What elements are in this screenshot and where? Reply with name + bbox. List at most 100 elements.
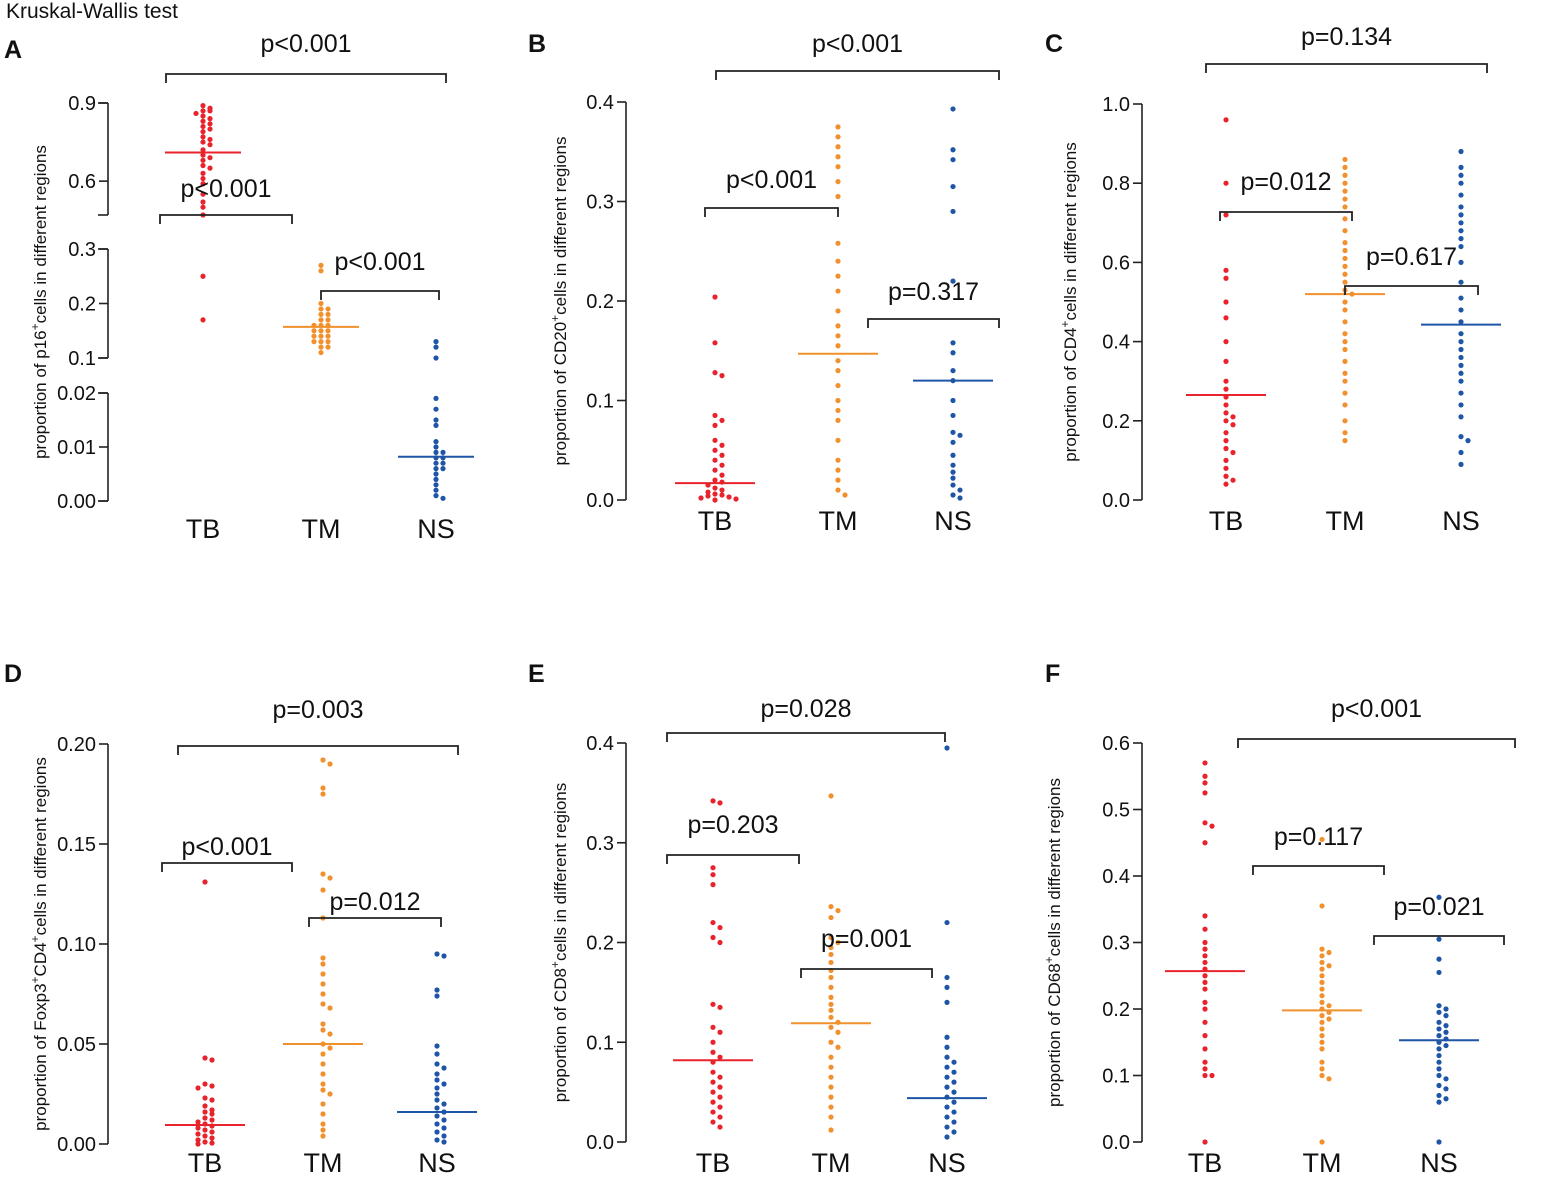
significance-bracket bbox=[800, 968, 933, 978]
data-point-TB bbox=[717, 1004, 723, 1010]
x-tick-label-NS: NS bbox=[418, 1148, 456, 1178]
data-point-TB bbox=[200, 204, 206, 210]
data-point-TM bbox=[828, 1064, 834, 1070]
data-point-TM bbox=[1342, 164, 1348, 170]
y-label-part: proportion of CD8 bbox=[551, 968, 570, 1102]
y-label-superscript: + bbox=[28, 323, 42, 330]
data-point-TB bbox=[193, 110, 199, 117]
data-point-TB bbox=[209, 1129, 215, 1135]
data-point-TB bbox=[712, 477, 718, 483]
data-point-TM bbox=[1342, 172, 1348, 178]
data-point-TB bbox=[207, 126, 213, 132]
data-point-TM bbox=[835, 407, 841, 414]
data-point-TB bbox=[195, 1125, 201, 1131]
data-point-NS bbox=[433, 417, 439, 423]
data-point-NS bbox=[1458, 212, 1464, 218]
panel-A: A 0.00 0.01 0.02 0.1 0.2 0.3 0.6 0.9 proportion o… bbox=[4, 30, 474, 544]
data-point-TB bbox=[710, 1109, 716, 1115]
data-point-TB bbox=[717, 1104, 723, 1110]
data-point-TB bbox=[1223, 212, 1229, 218]
data-point-TM bbox=[828, 903, 834, 910]
data-point-TM bbox=[835, 457, 841, 463]
y-tick-label: 0.10 bbox=[57, 934, 96, 956]
data-point-TM bbox=[1342, 216, 1348, 222]
data-point-TB bbox=[1202, 953, 1208, 959]
data-point-NS bbox=[433, 422, 439, 428]
y-axis-label: proportion of CD8+cells in different reg… bbox=[548, 783, 570, 1103]
data-point-TB bbox=[200, 103, 206, 109]
data-point-TB bbox=[719, 373, 725, 379]
data-point-NS bbox=[951, 1069, 957, 1075]
data-point-TB bbox=[195, 1137, 201, 1143]
y-tick-label: 0.8 bbox=[1102, 173, 1130, 195]
panel-D: D 0.00 0.05 0.10 0.15 0.20 proportion of Foxp3… bbox=[4, 660, 477, 1178]
x-tick-label-NS: NS bbox=[934, 506, 972, 536]
data-point-TM bbox=[828, 1127, 834, 1133]
data-point-TM bbox=[1319, 1033, 1325, 1039]
data-point-TB bbox=[195, 1119, 201, 1125]
y-label-part: cells in different regions bbox=[551, 783, 570, 961]
data-point-NS bbox=[950, 462, 956, 468]
data-point-NS bbox=[1465, 438, 1471, 444]
data-point-TM bbox=[318, 317, 324, 323]
p-value-label: p=0.117 bbox=[1274, 823, 1363, 851]
data-point-TB bbox=[209, 1107, 215, 1113]
data-point-NS bbox=[1458, 331, 1464, 337]
data-point-TM bbox=[320, 971, 326, 977]
data-point-NS bbox=[950, 106, 956, 112]
data-point-TB bbox=[1223, 465, 1229, 471]
data-point-TM bbox=[842, 492, 848, 498]
data-point-TM bbox=[320, 955, 326, 961]
data-point-TM bbox=[828, 974, 834, 981]
data-point-NS bbox=[1436, 1026, 1442, 1032]
data-point-NS bbox=[1458, 259, 1464, 265]
data-point-TM bbox=[1342, 279, 1348, 285]
data-point-NS bbox=[1436, 1009, 1442, 1015]
data-point-NS bbox=[440, 460, 446, 466]
p-value-label: p=0.617 bbox=[1366, 243, 1457, 271]
data-point-TB bbox=[1223, 481, 1229, 487]
panel-letter: F bbox=[1045, 660, 1060, 688]
data-point-TB bbox=[1202, 979, 1208, 986]
significance-bracket bbox=[1237, 738, 1516, 748]
data-point-TM bbox=[1319, 1072, 1325, 1079]
data-point-TB bbox=[712, 467, 718, 473]
data-point-TM bbox=[325, 344, 331, 350]
data-point-NS bbox=[1443, 1013, 1449, 1019]
data-point-TB bbox=[1230, 422, 1236, 428]
data-point-TB bbox=[717, 939, 723, 946]
data-point-TM bbox=[320, 961, 326, 967]
data-point-TB bbox=[1202, 986, 1208, 992]
data-point-TB bbox=[1223, 418, 1229, 424]
significance-bracket bbox=[704, 207, 839, 217]
data-point-TM bbox=[828, 1024, 834, 1030]
data-point-NS bbox=[950, 350, 956, 356]
data-point-TB bbox=[710, 1079, 716, 1085]
data-point-TM bbox=[325, 306, 331, 312]
data-point-TB bbox=[1209, 1072, 1215, 1079]
data-point-NS bbox=[950, 183, 956, 190]
data-point-TB bbox=[698, 495, 704, 501]
data-point-TM bbox=[828, 1114, 834, 1120]
y-tick-label: 0.02 bbox=[57, 383, 96, 405]
p-value-label: p=0.003 bbox=[272, 696, 363, 724]
data-point-TM bbox=[1319, 1013, 1325, 1019]
x-tick-label-NS: NS bbox=[1442, 506, 1480, 536]
y-tick-label: 0.3 bbox=[1102, 933, 1130, 955]
data-point-TM bbox=[828, 994, 834, 1000]
data-point-NS bbox=[433, 460, 439, 466]
data-point-NS bbox=[440, 495, 446, 501]
data-point-TB bbox=[712, 497, 718, 503]
data-point-TB bbox=[209, 1117, 215, 1123]
y-tick-label: 0.01 bbox=[57, 437, 96, 459]
y-label-superscript: + bbox=[1058, 321, 1072, 328]
significance-bracket bbox=[320, 290, 440, 300]
data-point-TB bbox=[719, 492, 725, 498]
data-point-TM bbox=[1319, 1046, 1325, 1052]
data-point-TB bbox=[719, 462, 725, 468]
data-point-TB bbox=[717, 1054, 723, 1060]
data-point-TM bbox=[828, 1001, 834, 1007]
y-tick-label: 0.2 bbox=[1102, 411, 1130, 433]
data-point-NS bbox=[1458, 243, 1464, 250]
data-point-TM bbox=[1319, 986, 1325, 992]
